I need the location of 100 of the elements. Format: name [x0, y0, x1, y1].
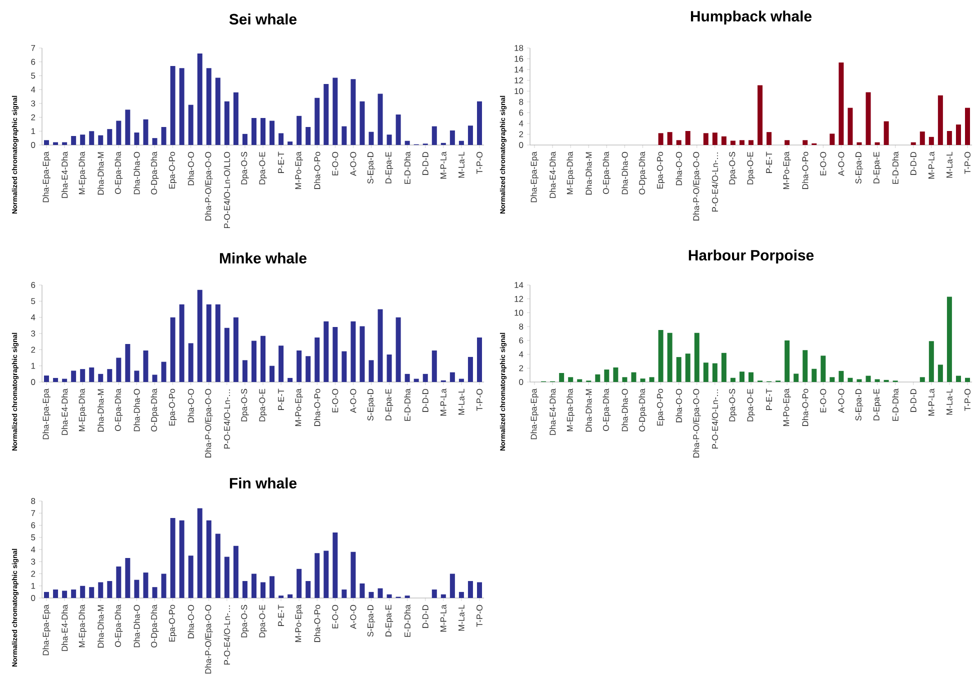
- y-tick-label: 6: [31, 282, 36, 288]
- x-tick-label: M-Po-Epa: [783, 152, 791, 189]
- x-tick-label: E-O-O: [332, 388, 338, 412]
- chart-title: Minke whale: [220, 252, 306, 264]
- bar: [613, 367, 618, 382]
- y-tick-label: 2: [519, 131, 524, 138]
- bar: [179, 68, 184, 146]
- bar: [170, 66, 176, 146]
- bar: [440, 594, 446, 598]
- bar: [224, 328, 230, 382]
- x-tick-label: D-D-D: [422, 152, 428, 175]
- x-tick-label: D-D-D: [910, 152, 916, 175]
- x-tick-label: Dha-E4-Dha: [61, 152, 68, 198]
- y-tick-label: 1: [31, 362, 36, 369]
- bar: [224, 101, 230, 146]
- bar: [332, 327, 338, 382]
- bar: [649, 377, 654, 382]
- bar: [866, 92, 871, 146]
- bar: [856, 379, 862, 382]
- x-tick-label: P-O-E4/O-Ln-O/LLO: [224, 152, 230, 228]
- bar: [215, 534, 220, 598]
- bar: [360, 101, 365, 146]
- x-tick-label: Dpa-O-S: [729, 152, 737, 184]
- bar: [685, 130, 690, 146]
- bar: [143, 119, 148, 146]
- x-tick-label: Dha-Dha-M: [586, 152, 592, 195]
- x-tick-label: D-Epa-E: [385, 604, 394, 636]
- bar: [188, 556, 194, 598]
- x-tick-label: Dpa-O-E: [259, 604, 267, 638]
- bar: [685, 354, 690, 382]
- bar: [378, 309, 383, 382]
- y-tick-label: 4: [30, 86, 36, 92]
- bar: [206, 520, 212, 598]
- bar: [80, 369, 86, 382]
- x-tick-label: D-Epa-E: [874, 152, 882, 184]
- bar: [938, 95, 943, 146]
- bar: [378, 94, 383, 146]
- x-tick-label: M-P-La: [928, 152, 934, 179]
- x-tick-label: P-E-T: [278, 604, 284, 626]
- bar: [812, 368, 817, 382]
- x-tick-label: D-D-D: [910, 388, 916, 412]
- bar: [360, 583, 365, 598]
- bar: [350, 79, 356, 146]
- x-tick-label: O-Dpa-Dha: [638, 152, 647, 194]
- bar: [98, 374, 104, 382]
- bar: [703, 133, 708, 146]
- bar: [838, 62, 844, 146]
- bar: [739, 140, 744, 146]
- x-tick-label: Dha-O-O: [188, 388, 194, 422]
- x-tick-label: M-Po-Epa: [295, 604, 303, 642]
- bar: [332, 532, 338, 598]
- x-tick-label: Dha-Dha-O: [134, 604, 140, 648]
- x-tick-label: T-P-O: [964, 152, 970, 174]
- x-tick-label: E-O-O: [820, 152, 826, 176]
- bar: [278, 596, 284, 598]
- bar: [44, 140, 50, 146]
- bar: [134, 370, 140, 382]
- x-tick-label: E-O-O: [332, 604, 338, 628]
- bar: [631, 372, 636, 382]
- y-tick-label: 16: [514, 56, 524, 62]
- bar: [730, 378, 736, 382]
- x-tick-label: E-D-Dha: [404, 152, 410, 184]
- x-tick-label: E-D-Dha: [404, 604, 410, 637]
- x-tick-label: Dha-Dha-O: [622, 152, 628, 194]
- bar: [80, 586, 86, 598]
- x-tick-label: M-P-La: [440, 604, 446, 632]
- bar: [739, 372, 744, 382]
- x-tick-label: A-O-O: [838, 152, 844, 176]
- y-tick-label: 6: [31, 58, 36, 65]
- bar: [314, 338, 320, 382]
- x-tick-label: Epa-O-Po: [168, 604, 177, 642]
- bar: [458, 140, 464, 146]
- x-tick-label: P-E-T: [278, 152, 284, 173]
- bar: [107, 129, 112, 146]
- bar: [784, 340, 790, 382]
- bar: [242, 581, 248, 598]
- bar: [848, 378, 853, 382]
- bar: [595, 374, 600, 382]
- x-tick-label: P-E-T: [278, 388, 284, 410]
- bar: [152, 374, 158, 382]
- bar: [920, 132, 925, 146]
- y-tick-label: 12: [514, 77, 524, 84]
- bar: [324, 84, 329, 146]
- x-tick-label: D-Epa-E: [874, 388, 882, 420]
- bar: [188, 104, 194, 146]
- bar: [197, 54, 202, 146]
- bar: [404, 140, 410, 146]
- bar: [98, 135, 104, 146]
- y-tick-label: 8: [519, 324, 524, 330]
- bar: [89, 587, 94, 598]
- bar: [350, 321, 356, 382]
- bar: [721, 136, 726, 146]
- x-tick-label: Epa-O-Po: [656, 388, 665, 426]
- y-tick-label: 0: [31, 142, 36, 148]
- chart-title: Fin whale: [230, 478, 297, 489]
- bar: [721, 352, 726, 382]
- y-tick-label: 0: [31, 595, 36, 601]
- bar: [161, 126, 166, 146]
- bar: [342, 351, 347, 382]
- y-tick-label: 3: [31, 100, 36, 106]
